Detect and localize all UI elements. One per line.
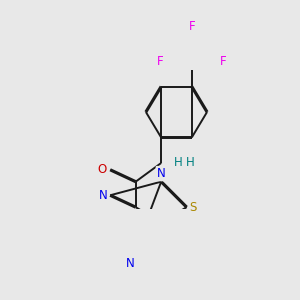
Text: H: H — [174, 157, 183, 169]
Text: O: O — [98, 163, 107, 176]
Text: F: F — [188, 20, 195, 33]
Text: N: N — [126, 257, 135, 270]
Text: F: F — [157, 55, 164, 68]
Text: F: F — [220, 55, 226, 68]
Text: S: S — [189, 201, 197, 214]
Text: H: H — [186, 157, 195, 169]
Text: N: N — [99, 189, 107, 202]
Text: N: N — [157, 167, 166, 180]
